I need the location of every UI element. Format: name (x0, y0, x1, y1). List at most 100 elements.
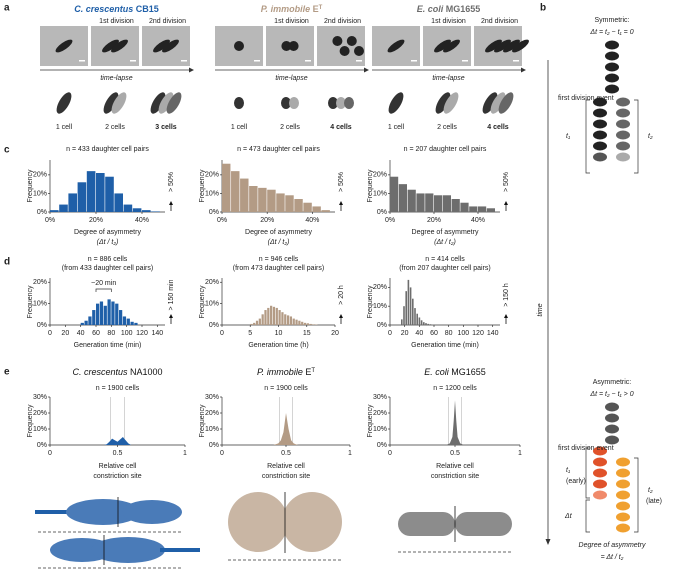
bar (142, 210, 151, 212)
bar (418, 317, 421, 325)
cell (593, 152, 607, 162)
division-label: 1st division (274, 18, 309, 25)
y-tick-label: 0% (209, 442, 219, 449)
bar (309, 323, 312, 325)
cell (616, 119, 630, 129)
bar (231, 171, 240, 212)
cell-image (503, 39, 520, 53)
species: P. immobile (261, 4, 310, 14)
bar (301, 321, 304, 325)
bar (295, 319, 298, 325)
label: time (537, 303, 544, 316)
strain-sup: T (311, 368, 315, 374)
x-tick-label: 120 (136, 330, 148, 337)
x-axis-label: constriction site (93, 473, 141, 480)
bar (250, 323, 253, 325)
y-tick-label: 10% (33, 300, 47, 307)
cell (616, 130, 630, 140)
cell-cartoon (111, 92, 127, 114)
cell (616, 108, 630, 118)
cell-count: 2 cells (105, 124, 125, 131)
bar (276, 193, 285, 212)
cell-cartoon (166, 92, 182, 114)
bar (285, 195, 294, 212)
y-axis-label: Frequency (367, 404, 374, 438)
y-axis-label: Frequency (27, 169, 34, 203)
timelapse-label: time-lapse (432, 75, 464, 82)
cell-count: 1 cell (56, 124, 73, 131)
bar (111, 301, 115, 325)
cell-count: 2 cells (280, 124, 300, 131)
label: Δt = t₂ − t₁ > 0 (589, 391, 633, 398)
label: Degree of asymmetry (579, 542, 646, 549)
x-tick-label: 120 (472, 330, 484, 337)
bar (119, 310, 123, 325)
cell (605, 73, 619, 83)
species-title: E. coli MG1655 (424, 367, 486, 377)
arrow-head (504, 314, 508, 318)
bar (284, 314, 287, 325)
x-tick-label: 5 (248, 330, 252, 337)
y-axis-label: Frequency (199, 404, 206, 438)
strain-sup: T (319, 5, 323, 11)
division-label: 1st division (431, 18, 466, 25)
bar (126, 318, 130, 325)
cell-image (443, 39, 460, 53)
x-tick-label: 100 (121, 330, 133, 337)
cell (91, 537, 165, 563)
bracket (585, 499, 590, 533)
cell-image (162, 39, 179, 53)
cell (66, 499, 140, 525)
density-area (104, 437, 131, 445)
bar (423, 322, 425, 325)
cell-image (339, 46, 350, 56)
x-tick-label: 0 (220, 330, 224, 337)
y-tick-label: 20% (373, 410, 387, 417)
x-tick-label: 0 (220, 450, 224, 457)
y-tick-label: 0% (37, 442, 47, 449)
y-tick-label: 10% (373, 190, 387, 197)
y-tick-label: 20% (33, 279, 47, 286)
scale-bar (356, 60, 362, 62)
cell-image (55, 39, 73, 53)
bar (222, 163, 231, 212)
cell-count: 1 cell (388, 124, 405, 131)
species: P. immobile (257, 367, 303, 377)
bar (267, 307, 270, 325)
cell-image (346, 36, 357, 46)
x-axis-label: (Δt / t₂) (97, 239, 119, 246)
label: Δt = t₂ − t₁ = 0 (589, 29, 633, 36)
scale-bar (462, 60, 468, 62)
label: Δt (564, 513, 573, 520)
species: C. crescentus (74, 4, 133, 14)
overflow-label: > 50% (338, 172, 345, 192)
x-tick-label: 0 (48, 450, 52, 457)
bar (420, 320, 423, 325)
cell (605, 62, 619, 72)
label: t₁ (566, 467, 571, 474)
species: E. coli (417, 4, 444, 14)
x-tick-label: 60 (430, 330, 438, 337)
x-tick-label: 0% (385, 217, 395, 224)
cell-cartoon (336, 97, 346, 109)
cell-image (332, 36, 343, 46)
label: Asymmetric: (593, 379, 632, 386)
bar (258, 318, 261, 325)
bar (460, 202, 469, 212)
cell-image (288, 41, 299, 51)
label: t₂ (648, 487, 653, 494)
y-tick-label: 30% (373, 394, 387, 401)
bar (292, 318, 295, 325)
bar (59, 204, 68, 212)
cell-cartoon (328, 97, 338, 109)
n-label: n = 946 cells (259, 256, 299, 263)
n-label: (from 433 daughter cell pairs) (62, 265, 153, 272)
x-tick-label: 40% (135, 217, 149, 224)
scale-bar (181, 60, 187, 62)
cell (616, 457, 630, 467)
species: E. coli (424, 367, 450, 377)
x-axis-label: Generation time (min) (411, 342, 479, 349)
n-label: n = 1900 cells (264, 385, 308, 392)
y-tick-label: 30% (33, 394, 47, 401)
